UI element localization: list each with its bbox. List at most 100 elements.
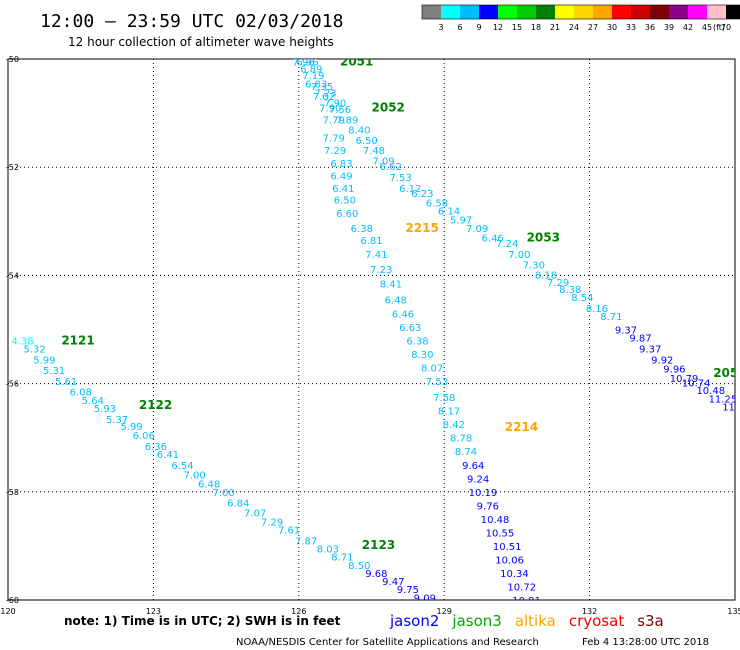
wave-height-label: 7.79 (323, 133, 345, 144)
wave-height-label: 6.83 (305, 79, 327, 90)
wave-height-label: 5.31 (43, 366, 65, 377)
wave-height-label: 7.87 (295, 536, 317, 547)
wave-height-label: 10.51 (493, 542, 522, 553)
wave-height-label: 6.49 (330, 171, 352, 182)
colorbar-swatch (460, 5, 479, 19)
pass-labels: 2051205220532054212121222123221522142213 (61, 59, 735, 552)
y-tick-label: -50 (6, 55, 19, 64)
wave-height-label: 7.79 (323, 116, 345, 127)
wave-height-label: 10.06 (495, 555, 524, 566)
wave-height-label: 10.19 (469, 488, 498, 499)
wave-height-label: 8.50 (348, 561, 370, 572)
wave-height-label: 10.79 (670, 374, 699, 385)
wave-height-label: 7.35 (311, 82, 333, 93)
footer-credit: NOAA/NESDIS Center for Satellite Applica… (236, 637, 539, 648)
wave-height-label: 10.72 (507, 582, 536, 593)
colorbar-swatch (574, 5, 593, 19)
wave-height-label: 6.54 (171, 461, 193, 472)
colorbar-swatch (688, 5, 707, 19)
wave-height-label: 7.96 (293, 58, 315, 69)
wave-height-label: 8.78 (450, 434, 472, 445)
plot-frame (7, 58, 736, 601)
wave-height-label: 6.48 (198, 480, 220, 491)
colorbar-swatch (726, 5, 740, 19)
wave-height-label: 10.48 (481, 515, 510, 526)
wave-height-label: 9.37 (615, 326, 637, 337)
wave-height-label: 7.58 (433, 393, 455, 404)
wave-height-label: 5.99 (120, 422, 142, 433)
wave-height-label: 8.30 (411, 350, 433, 361)
wave-height-label: 8.42 (443, 420, 465, 431)
colorbar-label: 6 (457, 23, 462, 32)
wave-height-label: 7.00 (183, 470, 205, 481)
colorbar-swatch (707, 5, 726, 19)
colorbar-swatch (498, 5, 517, 19)
pass-number-label: 2052 (372, 101, 405, 115)
satellite-legend-item: s3a (637, 612, 664, 630)
colorbar-swatch (669, 5, 688, 19)
colorbar-label: 70 (721, 23, 731, 32)
colorbar-label: 45 (702, 23, 712, 32)
y-tick-label: -54 (6, 271, 19, 280)
x-tick-labels: 120 123 126 129 132 135 (0, 607, 740, 616)
footer-timestamp: Feb 4 13:28:00 UTC 2018 (582, 637, 709, 648)
satellite-legend-item: jason3 (451, 612, 501, 630)
pass-number-label: 2215 (405, 221, 438, 235)
wave-height-label: 9.47 (382, 577, 404, 588)
wave-height-label: 6.81 (360, 236, 382, 247)
wave-height-label: 6.41 (157, 450, 179, 461)
x-tick-label: 126 (291, 607, 306, 616)
wave-height-label: 6.14 (438, 206, 460, 217)
wave-height-label: 4.38 (11, 336, 33, 347)
satellite-legend-item: cryosat (569, 612, 624, 630)
wave-height-label: 7.23 (314, 89, 336, 100)
wave-height-label: 8.71 (600, 312, 622, 323)
wave-height-label: 10.74 (682, 379, 711, 390)
wave-height-label: 9.76 (477, 501, 499, 512)
wave-height-label: 9.92 (651, 355, 673, 366)
colorbar-label: 30 (607, 23, 617, 32)
satellite-legend-item: jason2 (389, 612, 439, 630)
colorbar-label: 15 (512, 23, 522, 32)
chart-subtitle: 12 hour collection of altimeter wave hei… (68, 35, 334, 49)
wave-height-label: 9.96 (663, 364, 685, 375)
wave-height-label: 7.61 (278, 526, 300, 537)
wave-height-label: 6.89 (300, 65, 322, 76)
x-tick-label: 123 (146, 607, 161, 616)
wave-height-label: 10.34 (500, 569, 529, 580)
wave-height-label: 5.99 (33, 355, 55, 366)
x-tick-label: 120 (0, 607, 15, 616)
colorbar-label: 33 (626, 23, 636, 32)
wave-height-label: 5.97 (450, 216, 472, 227)
wave-height-label: 5.64 (82, 396, 104, 407)
wave-height-label: 5.93 (94, 404, 116, 415)
colorbar-swatch (441, 5, 460, 19)
wave-height-label: 6.60 (336, 209, 358, 220)
colorbar-label: 9 (476, 23, 481, 32)
wave-height-label: 6.06 (133, 431, 155, 442)
y-tick-label: -58 (6, 488, 19, 497)
wave-height-label: 6.41 (332, 184, 354, 195)
wave-height-label: 6.12 (399, 184, 421, 195)
wave-height-label: 5.32 (24, 344, 46, 355)
wave-height-label: 11.25 (709, 395, 738, 406)
wave-height-label: 6.38 (406, 336, 428, 347)
colorbar-swatch (593, 5, 612, 19)
wave-height-label: 7.07 (244, 508, 266, 519)
wave-height-label: 8.18 (535, 270, 557, 281)
wave-height-label: 9.75 (397, 585, 419, 596)
colorbar-swatch (479, 5, 498, 19)
colorbar-swatch (612, 5, 631, 19)
wave-height-label: 6.62 (380, 162, 402, 173)
colorbar-label: 3 (438, 23, 443, 32)
wave-height-label: 7.02 (313, 92, 335, 103)
wave-height-label: 8.17 (438, 407, 460, 418)
wave-height-label: 7.00 (508, 250, 530, 261)
wave-height-label: 7.09 (466, 224, 488, 235)
colorbar-label: 21 (550, 23, 560, 32)
pass-number-label: 2123 (362, 538, 395, 552)
wave-height-label: 6.38 (351, 224, 373, 235)
wave-height-label: 6.58 (426, 198, 448, 209)
x-tick-label: 129 (437, 607, 452, 616)
wave-height-label: 9.09 (414, 593, 436, 604)
